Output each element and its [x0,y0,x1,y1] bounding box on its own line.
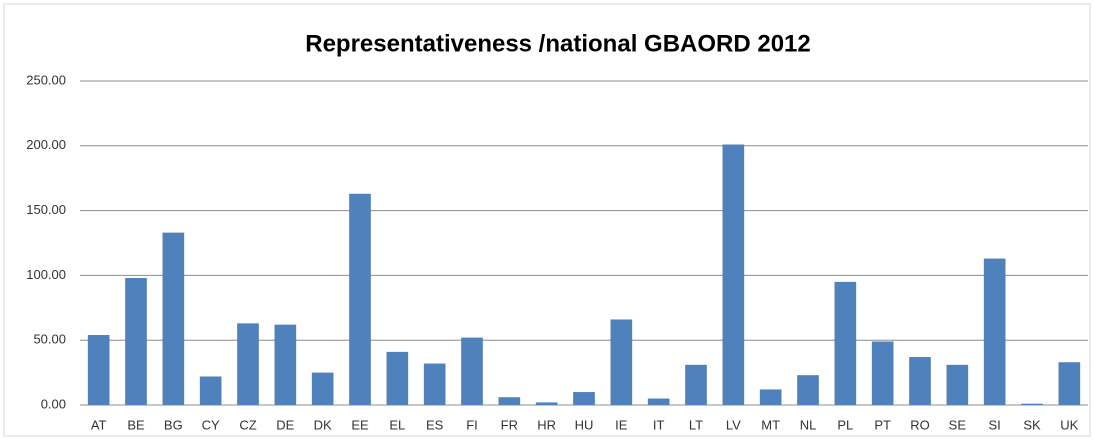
x-tick-label: FI [466,417,478,432]
bar [311,372,334,405]
x-tick-label: HR [537,417,556,432]
bar [349,193,371,405]
bar [647,398,670,405]
x-tick-label: RO [910,417,930,432]
x-tick-label: SI [989,417,1001,432]
x-tick-label: BG [164,417,183,432]
x-tick-label: CY [202,417,220,432]
bar [983,258,1006,405]
x-tick-label: CZ [239,417,256,432]
x-tick-label: LT [689,417,703,432]
bar [685,364,707,405]
bar [386,351,409,405]
x-tick-label: ES [426,417,444,432]
chart-title: Representativeness /national GBAORD 2012 [305,30,811,57]
x-tick-label: UK [1060,417,1078,432]
x-tick-label: BE [127,417,145,432]
bar [946,364,969,405]
x-tick-label: FR [501,417,518,432]
x-tick-label: EL [389,417,405,432]
x-tick-label: DK [314,417,332,432]
y-tick-label: 0.00 [41,396,66,411]
bar [610,319,633,405]
y-tick-label: 250.00 [26,72,66,87]
bar [909,357,931,405]
y-tick-label: 50.00 [33,332,66,347]
bar [125,277,147,405]
bar [199,376,222,405]
x-tick-label: PL [837,417,853,432]
y-tick-label: 200.00 [26,137,66,152]
bar [722,144,745,405]
bar [535,402,558,405]
bar [87,335,110,405]
x-tick-label: PT [874,417,891,432]
x-tick-label: IT [653,417,665,432]
x-tick-label: LV [726,417,741,432]
bar [573,392,595,405]
chart-frame [3,3,1091,437]
x-tick-label: EE [351,417,369,432]
bar [1058,362,1081,405]
bar [237,323,259,405]
y-tick-label: 100.00 [26,267,66,282]
bar [759,389,782,405]
x-tick-label: DE [276,417,294,432]
x-tick-label: AT [91,417,107,432]
bar [423,363,446,405]
x-tick-label: SK [1023,417,1041,432]
x-tick-label: HU [575,417,594,432]
y-tick-label: 150.00 [26,202,66,217]
bar [498,397,521,405]
bar [1021,403,1043,405]
bar [461,337,483,405]
bar [162,232,185,405]
bar [274,324,297,405]
x-tick-label: NL [800,417,817,432]
bar [797,375,819,405]
x-tick-label: SE [949,417,967,432]
x-tick-label: IE [615,417,628,432]
bar [834,281,857,405]
x-tick-label: MT [761,417,780,432]
bar [871,341,894,405]
